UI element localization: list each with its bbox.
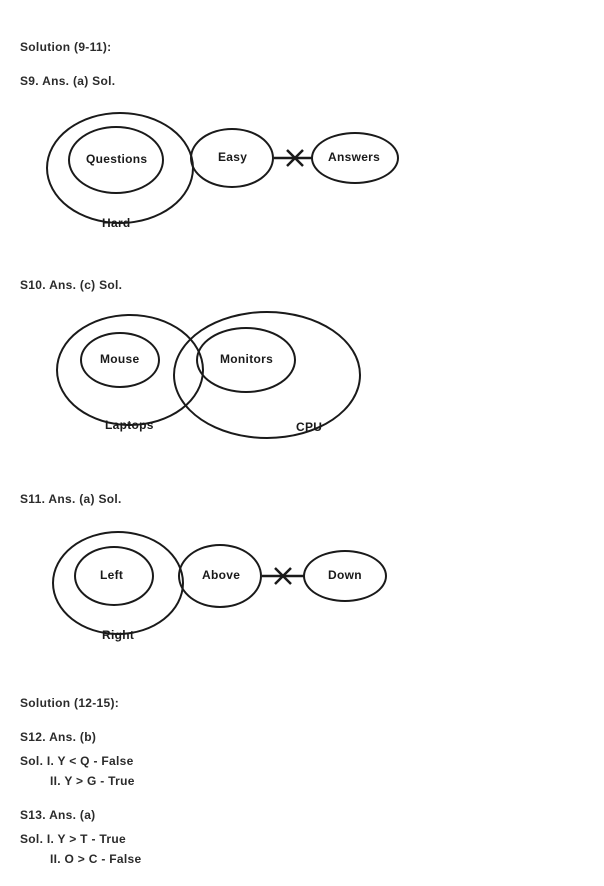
s11-label-right: Right (102, 628, 134, 642)
s10-label-laptops: Laptops (105, 418, 154, 432)
s9-label-answers: Answers (328, 150, 380, 164)
s10-label-cpu: CPU (296, 420, 322, 434)
s9-label-easy: Easy (218, 150, 247, 164)
s11-venn-diagram: Left Right Above Down (20, 516, 584, 666)
s11-label-left: Left (100, 568, 123, 582)
s13-sol-ii: II. O > C - False (50, 852, 584, 866)
s13-sol-i: Sol. I. Y > T - True (20, 832, 584, 846)
s10-label-monitors: Monitors (220, 352, 273, 366)
s12-header: S12. Ans. (b) (20, 730, 584, 744)
s11-label-down: Down (328, 568, 362, 582)
s10-venn-diagram: Mouse Laptops Monitors CPU (20, 302, 584, 462)
s12-sol-ii: II. Y > G - True (50, 774, 584, 788)
s11-label-above: Above (202, 568, 240, 582)
s9-connector-line (273, 148, 313, 168)
s9-label-questions: Questions (86, 152, 147, 166)
s12-sol-i: Sol. I. Y < Q - False (20, 754, 584, 768)
s9-header: S9. Ans. (a) Sol. (20, 74, 584, 88)
solution-group-header-1: Solution (9-11): (20, 40, 584, 54)
s9-label-hard: Hard (102, 216, 131, 230)
s10-header: S10. Ans. (c) Sol. (20, 278, 584, 292)
s10-label-mouse: Mouse (100, 352, 140, 366)
s11-connector-line (261, 566, 305, 586)
s11-header: S11. Ans. (a) Sol. (20, 492, 584, 506)
solution-group-header-2: Solution (12-15): (20, 696, 584, 710)
s9-venn-diagram: Questions Hard Easy Answers (20, 98, 584, 248)
s13-header: S13. Ans. (a) (20, 808, 584, 822)
